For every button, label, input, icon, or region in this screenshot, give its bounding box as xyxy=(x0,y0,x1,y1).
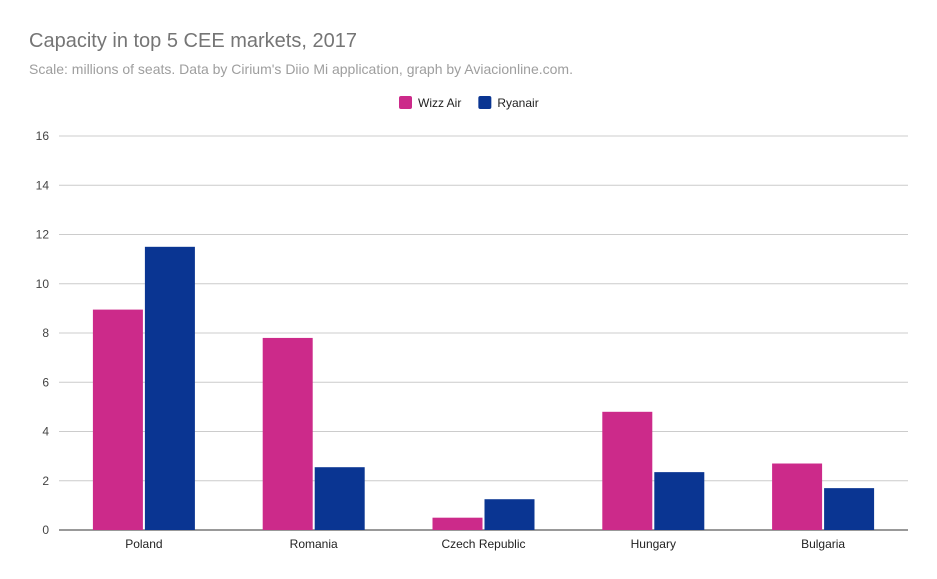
x-tick-label-poland: Poland xyxy=(125,537,162,551)
gridlines xyxy=(59,135,908,531)
x-tick-label-romania: Romania xyxy=(290,537,338,551)
bar-wizz-air-romania[interactable] xyxy=(262,337,313,530)
legend: Wizz Air Ryanair xyxy=(399,96,539,110)
chart-subtitle: Scale: millions of seats. Data by Cirium… xyxy=(29,61,573,77)
x-tick-label-czech-republic: Czech Republic xyxy=(441,537,525,551)
y-tick-label: 2 xyxy=(42,474,49,488)
y-tick-label: 8 xyxy=(42,326,49,340)
legend-swatch-ryanair xyxy=(478,96,492,109)
y-tick-label: 14 xyxy=(36,178,50,192)
y-tick-label: 6 xyxy=(42,375,49,389)
y-tick-label: 16 xyxy=(36,129,50,143)
legend-label-wizz-air: Wizz Air xyxy=(418,96,461,110)
bar-ryanair-czech-republic[interactable] xyxy=(484,499,535,530)
bar-ryanair-poland[interactable] xyxy=(144,246,195,530)
y-tick-label: 4 xyxy=(42,425,49,439)
bar-ryanair-hungary[interactable] xyxy=(654,472,705,530)
y-tick-label: 12 xyxy=(36,228,50,242)
bars xyxy=(92,246,875,530)
chart-title: Capacity in top 5 CEE markets, 2017 xyxy=(29,30,357,52)
x-tick-label-hungary: Hungary xyxy=(631,537,676,551)
bar-ryanair-bulgaria[interactable] xyxy=(824,488,875,530)
y-tick-label: 0 xyxy=(42,523,49,537)
x-tick-label-bulgaria: Bulgaria xyxy=(801,537,845,551)
legend-swatch-wizz-air xyxy=(399,96,412,109)
bar-ryanair-romania[interactable] xyxy=(314,467,365,530)
bar-wizz-air-hungary[interactable] xyxy=(602,411,653,530)
bar-wizz-air-bulgaria[interactable] xyxy=(772,463,823,530)
legend-label-ryanair: Ryanair xyxy=(497,96,538,110)
y-axis: 0 2 4 6 8 10 12 14 16 xyxy=(36,129,50,537)
x-axis: Poland Romania Czech Republic Hungary Bulgar… xyxy=(125,537,845,551)
bar-wizz-air-poland[interactable] xyxy=(92,309,143,530)
bar-wizz-air-czech-republic[interactable] xyxy=(432,517,483,530)
y-tick-label: 10 xyxy=(36,277,50,291)
